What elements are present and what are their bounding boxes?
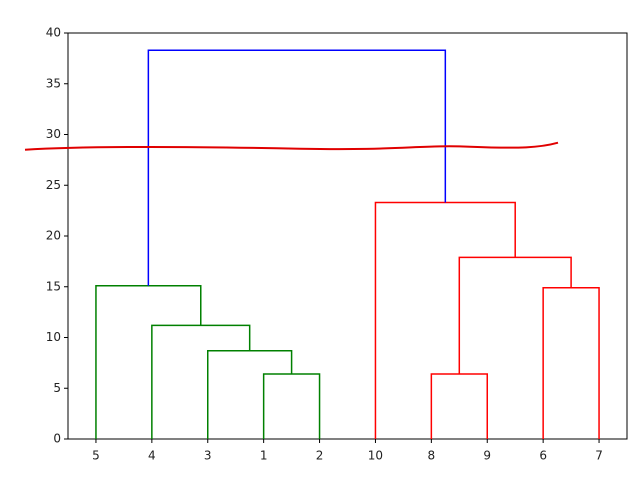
y-tick-label: 25	[46, 178, 61, 192]
y-tick-label: 20	[46, 229, 61, 243]
y-tick-label: 5	[53, 381, 61, 395]
x-tick-label: 10	[368, 449, 383, 463]
dendrogram-link	[430, 373, 488, 439]
dendrogram-link	[458, 256, 572, 375]
dendrogram-link	[207, 349, 293, 439]
dendrogram-link	[262, 373, 321, 439]
x-tick-label: 4	[148, 449, 156, 463]
threshold-line	[24, 141, 559, 151]
dendrogram-link	[151, 324, 251, 439]
x-tick-label: 7	[595, 449, 603, 463]
dendrogram-link	[542, 287, 600, 439]
dendrogram-link	[95, 284, 202, 439]
y-tick-label: 40	[46, 26, 61, 40]
x-tick-label: 5	[92, 449, 100, 463]
y-tick-label: 15	[46, 279, 61, 293]
y-tick-label: 10	[46, 330, 61, 344]
y-tick-label: 0	[53, 432, 61, 446]
x-tick-label: 8	[428, 449, 436, 463]
x-tick-label: 1	[260, 449, 268, 463]
y-tick-label: 30	[46, 127, 61, 141]
y-tick-label: 35	[46, 76, 61, 90]
x-tick-label: 3	[204, 449, 212, 463]
dendrogram-link	[374, 201, 516, 439]
x-tick-label: 6	[539, 449, 547, 463]
x-tick-label: 9	[483, 449, 491, 463]
x-tick-label: 2	[316, 449, 324, 463]
dendrogram-link	[147, 49, 447, 286]
